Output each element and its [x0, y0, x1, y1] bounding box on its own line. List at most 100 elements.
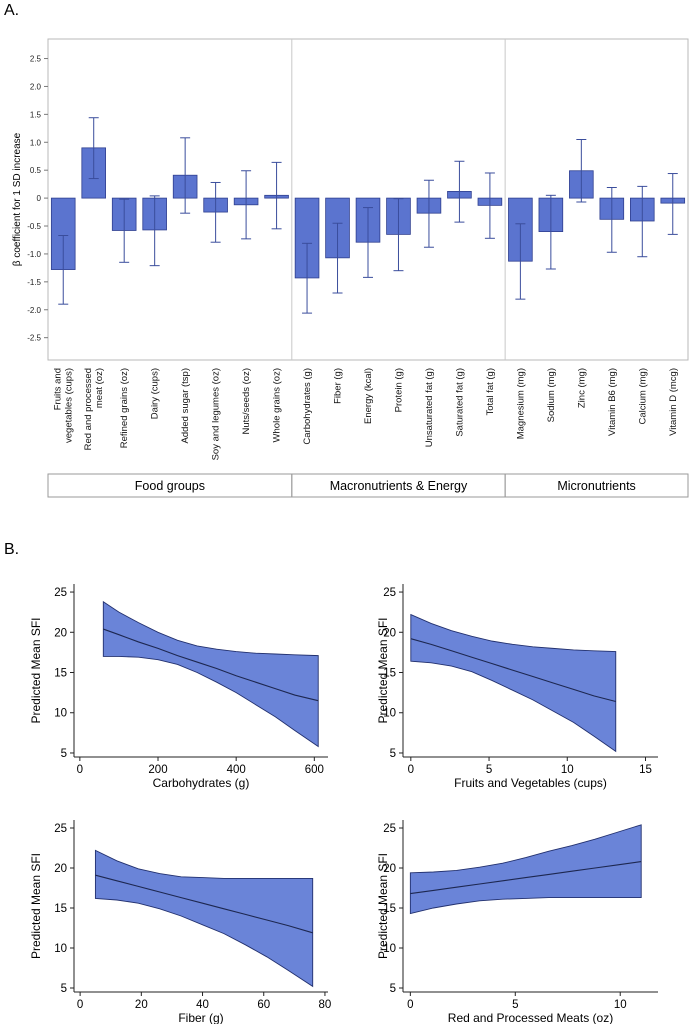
y-tick-label: 20 — [54, 627, 67, 639]
category-label-line: Zinc (mg) — [576, 368, 587, 408]
confidence-band — [102, 600, 319, 748]
y-axis-label: Predicted Mean SFI — [29, 617, 43, 723]
x-tick-label: 20 — [135, 999, 148, 1011]
x-axis-label: Red and Processed Meats (oz) — [448, 1011, 613, 1024]
y-tick-label: -2.0 — [27, 306, 41, 315]
category-label: Sodium (mg) — [546, 368, 557, 422]
category-label: Calcium (mg) — [637, 368, 648, 424]
x-tick-label: 0 — [77, 999, 83, 1011]
category-label: Soy and legumes (oz) — [211, 368, 222, 460]
group-label: Macronutrients & Energy — [330, 479, 468, 493]
category-label-line: Protein (g) — [393, 368, 404, 412]
category-label-line: Fiber (g) — [333, 368, 344, 404]
category-label-line: Whole grains (oz) — [272, 368, 283, 442]
x-tick-label: 400 — [227, 764, 246, 776]
panel-label-a: A. — [4, 2, 20, 19]
category-label-line: Vitamin B6 (mg) — [607, 368, 618, 436]
x-axis-label: Fiber (g) — [178, 1011, 223, 1024]
x-tick-label: 60 — [257, 999, 270, 1011]
y-tick-label: 25 — [383, 823, 396, 835]
fitted-line — [103, 628, 319, 702]
category-label: Vitamin B6 (mg) — [607, 368, 618, 436]
category-label: Refined grains (oz) — [119, 368, 130, 448]
category-label: Unsaturated fat (g) — [424, 368, 435, 447]
category-label: Protein (g) — [393, 368, 404, 412]
category-label-line: Magnesium (mg) — [515, 368, 526, 439]
category-label-line: Dairy (cups) — [150, 368, 161, 419]
x-tick-label: 10 — [614, 999, 627, 1011]
y-tick-label: 5 — [390, 748, 396, 760]
group-box — [504, 473, 689, 498]
category-label-line: Nuts/seeds (oz) — [241, 368, 252, 435]
y-tick-label: 5 — [61, 983, 67, 995]
confidence-band — [410, 613, 617, 753]
y-tick-label: 25 — [383, 587, 396, 599]
ribbon-chart-3: 5 10 15 20 25 0 20 40 60 80 Fiber (g) Predicted Mea… — [29, 820, 331, 1024]
y-tick-label: 20 — [383, 863, 396, 875]
x-axis-label: Carbohydrates (g) — [153, 776, 250, 790]
y-axis-label: Predicted Mean SFI — [376, 617, 390, 723]
x-tick-label: 0 — [77, 764, 83, 776]
x-tick-label: 10 — [561, 764, 574, 776]
x-tick-label: 5 — [512, 999, 518, 1011]
fitted-line — [95, 874, 313, 934]
y-tick-label: 2.5 — [30, 55, 42, 64]
x-tick-label: 200 — [148, 764, 167, 776]
y-tick-label: 15 — [54, 668, 67, 680]
category-label-line: Sodium (mg) — [546, 368, 557, 422]
category-label-line: Red and processed — [83, 368, 94, 450]
x-tick-label: 15 — [639, 764, 652, 776]
y-tick-label: 15 — [383, 668, 396, 680]
y-tick-label: 25 — [54, 823, 67, 835]
y-tick-label: -2.5 — [27, 334, 41, 343]
category-label-line: Added sugar (tsp) — [180, 368, 191, 444]
category-label: Vitamin D (mcg) — [668, 368, 679, 436]
category-label: Energy (kcal) — [363, 368, 374, 424]
category-label-line: Unsaturated fat (g) — [424, 368, 435, 447]
y-axis-label: Predicted Mean SFI — [29, 853, 43, 959]
category-label-line: meat (oz) — [94, 368, 105, 408]
category-label-line: Fruits and — [53, 368, 64, 410]
y-tick-label: 10 — [54, 708, 67, 720]
category-label-line: Carbohydrates (g) — [302, 368, 313, 445]
y-tick-label: 0 — [37, 194, 42, 203]
y-axis-label: Predicted Mean SFI — [376, 853, 390, 959]
x-tick-label: 5 — [486, 764, 492, 776]
category-label-line: Energy (kcal) — [363, 368, 374, 424]
y-tick-label: -1.0 — [27, 250, 41, 259]
category-label-line: vegetables (cups) — [64, 368, 75, 443]
category-label: Carbohydrates (g) — [302, 368, 313, 445]
category-label: Total fat (g) — [485, 368, 496, 416]
x-tick-label: 80 — [319, 999, 332, 1011]
panel-label-b: B. — [4, 541, 20, 558]
category-label: Whole grains (oz) — [272, 368, 283, 442]
category-label: Added sugar (tsp) — [180, 368, 191, 444]
y-tick-label: 25 — [54, 587, 67, 599]
group-label: Food groups — [135, 479, 205, 493]
y-tick-label: -1.5 — [27, 278, 41, 287]
category-label: Zinc (mg) — [576, 368, 587, 408]
group-label: Micronutrients — [557, 479, 636, 493]
bar-chart-a: -2.5 -2.0 -1.5 -1.0 -0.5 0 0.5 1.0 1.5 2.0 2.5 β co… — [12, 38, 689, 498]
y-axis-label: β coefficient for 1 SD increase — [12, 132, 23, 266]
confidence-band — [94, 849, 314, 988]
category-label: Fruits andvegetables (cups) — [53, 368, 75, 443]
y-tick-label: 10 — [383, 708, 396, 720]
x-tick-label: 40 — [196, 999, 209, 1011]
y-tick-label: 1.0 — [30, 138, 42, 147]
category-label-line: Saturated fat (g) — [454, 368, 465, 437]
category-label: Saturated fat (g) — [454, 368, 465, 437]
y-tick-label: 0.5 — [30, 166, 42, 175]
category-label-line: Vitamin D (mcg) — [668, 368, 679, 436]
x-tick-label: 600 — [305, 764, 324, 776]
fitted-line — [410, 638, 616, 703]
confidence-band — [409, 824, 642, 915]
y-tick-label: 10 — [54, 943, 67, 955]
category-label: Dairy (cups) — [150, 368, 161, 419]
y-tick-label: -0.5 — [27, 222, 41, 231]
plot-frame — [47, 38, 689, 361]
y-tick-label: 15 — [54, 903, 67, 915]
